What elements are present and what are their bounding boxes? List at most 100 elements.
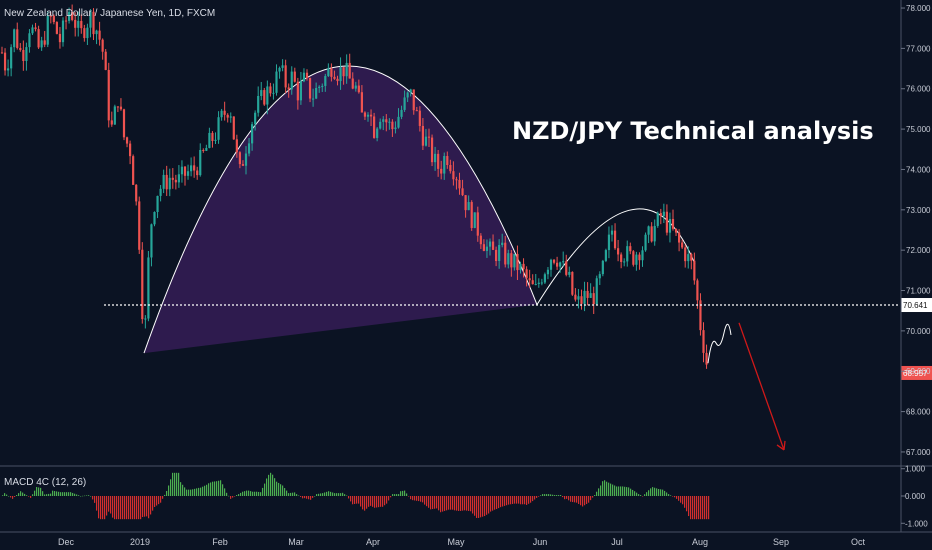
macd-bar <box>534 496 536 500</box>
macd-bar <box>280 484 282 496</box>
candle-body <box>580 296 583 304</box>
macd-bar <box>90 496 92 497</box>
macd-bar <box>228 495 230 497</box>
macd-bar <box>266 478 268 496</box>
macd-bar <box>256 491 258 496</box>
macd-bar <box>234 496 236 497</box>
candle-body <box>31 27 34 34</box>
macd-bar <box>274 478 276 496</box>
candle-body <box>681 242 684 248</box>
candle-body <box>345 62 348 77</box>
candle-body <box>461 188 464 196</box>
candle-body <box>28 33 31 48</box>
last-price-label: 68.957 <box>903 369 928 378</box>
macd-bar <box>632 489 634 496</box>
macd-bar <box>358 496 360 504</box>
macd-bar <box>656 488 658 496</box>
candle-body <box>516 253 519 271</box>
macd-bar <box>450 496 452 510</box>
macd-bar <box>320 493 322 496</box>
macd-bar <box>442 496 444 512</box>
macd-bar <box>366 496 368 509</box>
candle-body <box>55 22 58 34</box>
macd-bar <box>348 496 350 499</box>
candle-body <box>376 128 379 138</box>
candle-body <box>522 263 525 270</box>
macd-bar <box>546 494 548 496</box>
price-tick-label: 72.000 <box>906 246 931 255</box>
macd-bar <box>672 496 674 497</box>
macd-bar <box>682 496 684 505</box>
macd-bar <box>334 493 336 496</box>
macd-bar <box>392 494 394 496</box>
macd-bar <box>500 496 502 508</box>
macd-bar <box>132 496 134 520</box>
candle-body <box>458 179 461 189</box>
candle-body <box>690 254 693 261</box>
price-tick-label: 75.000 <box>906 125 931 134</box>
candle-body <box>272 92 275 94</box>
macd-bar <box>4 493 6 496</box>
candle-body <box>58 33 62 43</box>
macd-bar <box>2 495 4 496</box>
macd-bar <box>106 496 108 516</box>
macd-bar <box>616 486 618 496</box>
macd-bar <box>406 493 408 496</box>
candle-body <box>80 20 83 29</box>
macd-bar <box>140 496 142 520</box>
candle-body <box>330 68 333 77</box>
candle-body <box>348 62 351 79</box>
price-tick-label: 78.000 <box>906 4 931 13</box>
macd-bar <box>136 496 138 520</box>
macd-bar <box>128 496 130 520</box>
time-tick-label: Apr <box>366 537 380 547</box>
candle-body <box>409 89 412 93</box>
candle-body <box>546 269 550 275</box>
candle-body <box>110 120 113 125</box>
macd-bar <box>24 493 26 496</box>
macd-bar <box>628 487 630 496</box>
candle-body <box>351 78 354 89</box>
macd-bar <box>430 496 432 510</box>
time-tick-label: Oct <box>851 537 866 547</box>
macd-bar <box>52 490 54 496</box>
macd-bar <box>208 483 210 496</box>
macd-bar <box>690 496 692 520</box>
macd-bar <box>246 490 248 496</box>
macd-indicator <box>2 472 710 520</box>
macd-bar <box>460 496 462 511</box>
macd-bar <box>554 495 556 496</box>
candle-body <box>275 71 278 93</box>
macd-bar <box>192 489 194 496</box>
candle-body <box>19 47 22 50</box>
macd-bar <box>174 472 176 496</box>
macd-bar <box>396 494 398 496</box>
macd-bar <box>328 491 330 496</box>
macd-bar <box>400 491 402 496</box>
candle-body <box>476 212 479 236</box>
time-tick-label: Feb <box>212 537 228 547</box>
candle-body <box>366 114 370 117</box>
macd-bar <box>168 485 170 496</box>
macd-bar <box>12 496 14 499</box>
macd-bar <box>362 496 364 510</box>
macd-bar <box>210 482 212 496</box>
second-pattern-arc <box>536 208 696 305</box>
candle-body <box>232 116 235 140</box>
candle-body <box>92 11 95 35</box>
candle-body <box>217 117 220 140</box>
macd-bar <box>394 494 396 496</box>
candle-body <box>397 116 400 128</box>
macd-bar <box>84 495 86 497</box>
macd-bar <box>176 472 178 496</box>
candle-body <box>168 177 171 190</box>
candlestick-series[interactable] <box>0 4 708 369</box>
macd-bar <box>606 481 608 496</box>
macd-bar <box>608 482 610 496</box>
macd-bar <box>204 485 206 496</box>
macd-bar <box>660 489 662 496</box>
macd-bar <box>478 496 480 518</box>
macd-bar <box>264 483 266 496</box>
macd-bar <box>378 496 380 508</box>
time-tick-label: Aug <box>692 537 708 547</box>
